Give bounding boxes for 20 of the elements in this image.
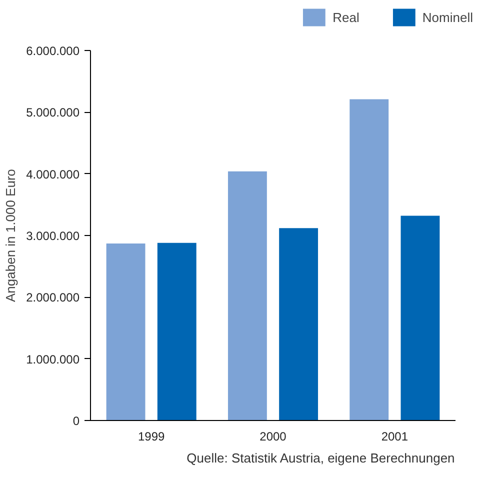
y-tick-label: 5.000.000 [26, 106, 80, 120]
x-tick-label: 2000 [260, 430, 287, 444]
y-tick-label: 6.000.000 [26, 44, 80, 58]
bar [279, 228, 318, 420]
bar [106, 244, 146, 420]
y-tick-label: 0 [72, 414, 80, 428]
legend-label: Real [332, 10, 360, 24]
x-tick-label: 2001 [381, 430, 408, 444]
y-tick-label: 3.000.000 [26, 229, 80, 243]
legend-label: Nominell [422, 10, 473, 24]
y-tick-label: 2.000.000 [26, 290, 80, 305]
y-tick-label: 4.000.000 [26, 167, 80, 182]
x-tick-label: 1999 [138, 430, 166, 444]
bar [228, 171, 267, 420]
source-note: Quelle: Statistik Austria, eigene Berechnungen [186, 450, 455, 466]
y-axis-title: Angaben in 1.000 Euro [3, 169, 18, 302]
bar [157, 242, 196, 420]
bar [350, 99, 389, 420]
y-tick-label: 1.000.000 [26, 352, 80, 366]
bar [400, 216, 440, 420]
